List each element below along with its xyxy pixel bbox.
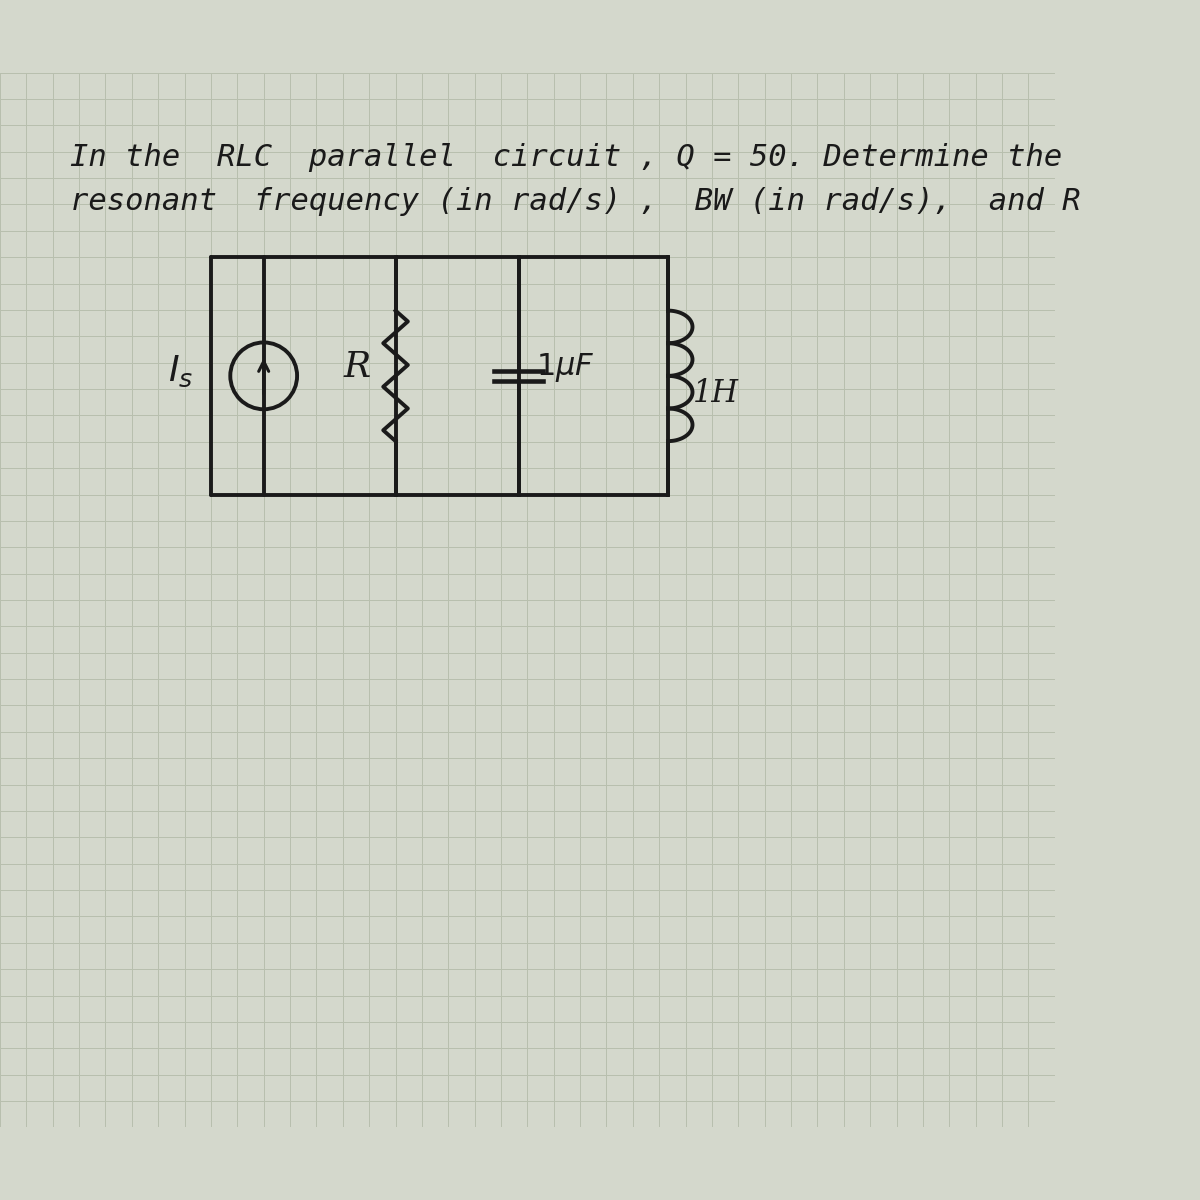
Text: In the  RLC  parallel  circuit , Q = 50. Determine the: In the RLC parallel circuit , Q = 50. De…	[71, 143, 1062, 172]
Text: 1H: 1H	[692, 378, 739, 409]
Text: $1\mu F$: $1\mu F$	[536, 350, 595, 384]
Text: R: R	[343, 350, 371, 384]
Text: resonant  frequency (in rad/s) ,  BW (in rad/s),  and R: resonant frequency (in rad/s) , BW (in r…	[71, 187, 1081, 216]
Text: $I_s$: $I_s$	[168, 354, 193, 389]
